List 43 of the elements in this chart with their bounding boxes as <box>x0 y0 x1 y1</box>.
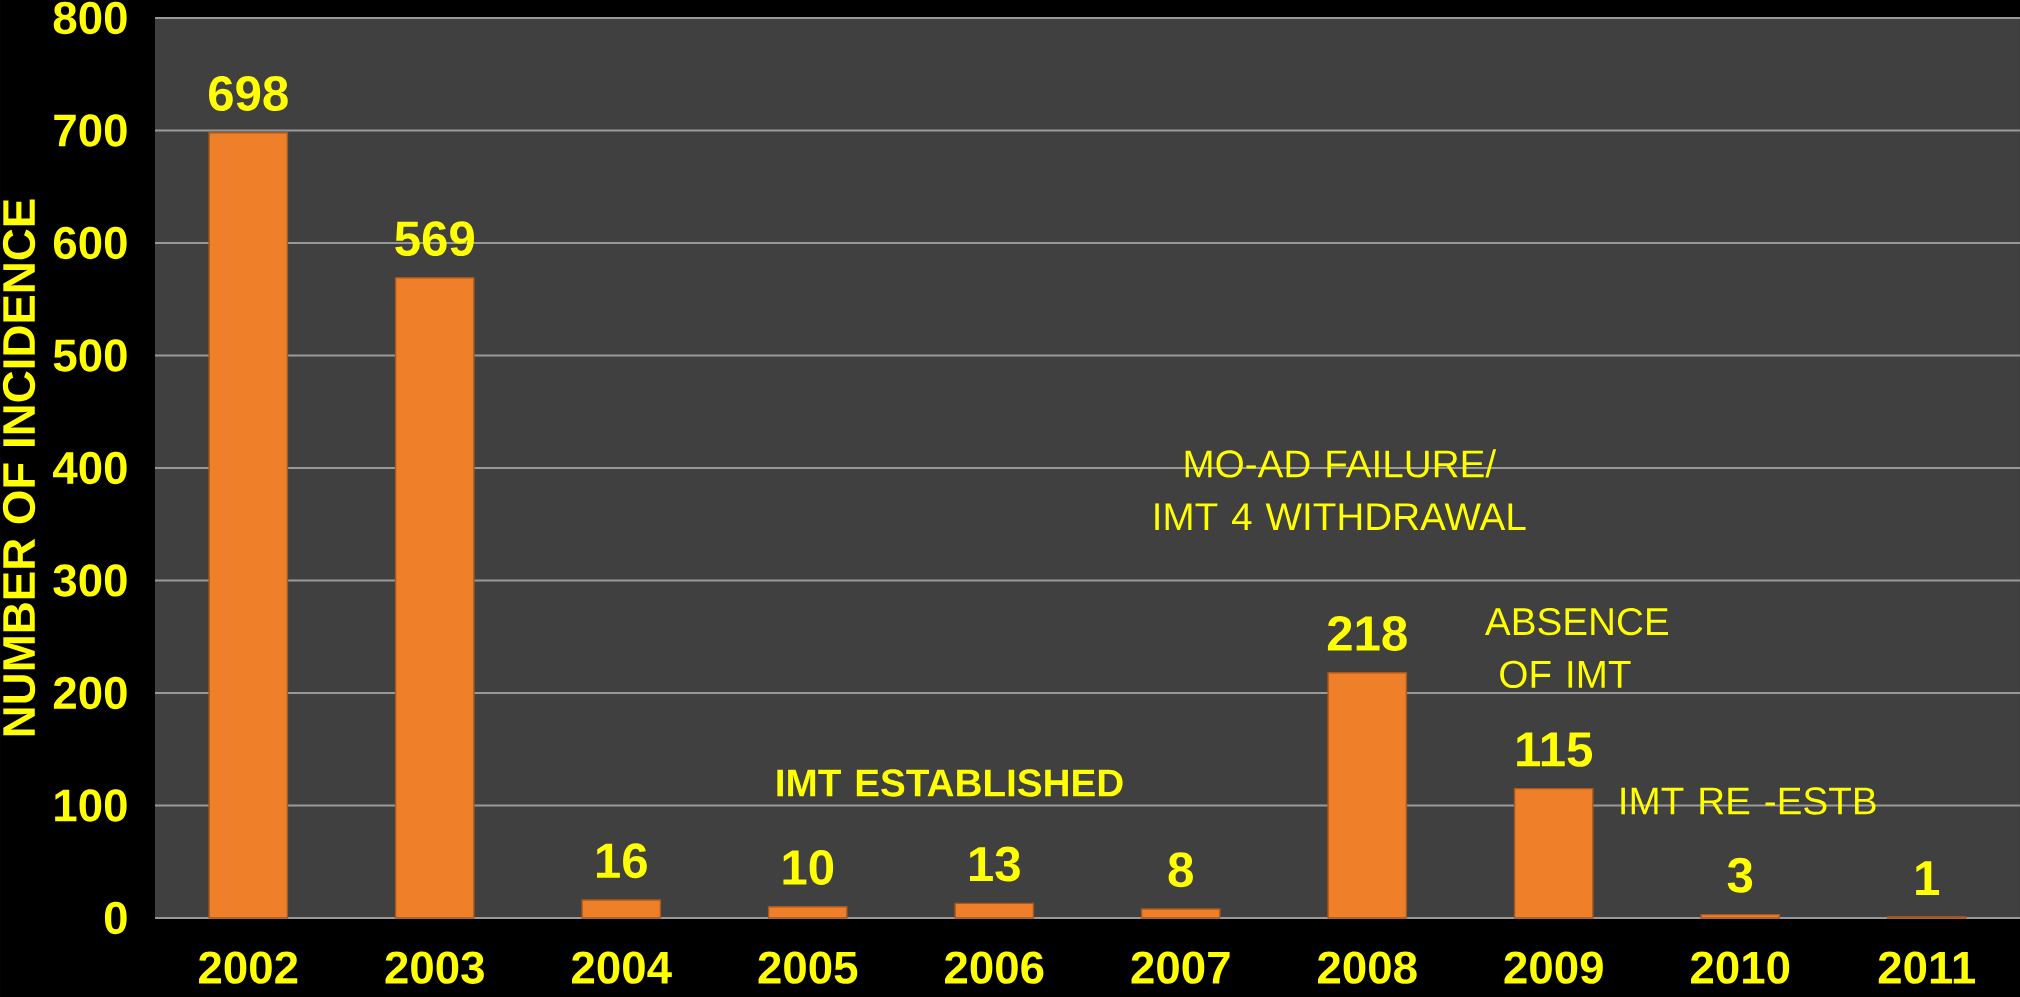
y-tick-label: 200 <box>53 676 127 710</box>
y-tick-label: 400 <box>53 451 127 485</box>
y-tick-label: 300 <box>53 564 127 597</box>
data-label: 569 <box>395 221 474 257</box>
data-label: 698 <box>209 76 288 111</box>
x-tick-label: 2008 <box>1318 951 1417 984</box>
bar <box>394 277 475 919</box>
x-tick-label: 2004 <box>572 951 672 984</box>
bar <box>1327 672 1408 919</box>
x-tick-label: 2005 <box>758 951 858 984</box>
bar <box>954 902 1035 919</box>
x-tick-label: 2002 <box>199 951 298 984</box>
y-tick-label: 500 <box>53 339 127 372</box>
y-tick-label: 0 <box>104 901 127 935</box>
y-axis-title: NUMBER OF INCIDENCE <box>2 199 36 736</box>
data-label: 13 <box>969 846 1020 882</box>
x-tick-label: 2007 <box>1131 951 1230 984</box>
x-tick-label: 2010 <box>1691 951 1790 984</box>
data-label: 3 <box>1727 857 1753 893</box>
data-label: 1 <box>1916 861 1940 896</box>
bar <box>1513 787 1594 919</box>
annotation: MO-AD FAILURE/ IMT 4 WITHDRAWAL <box>1155 449 1526 530</box>
bar <box>1700 913 1781 919</box>
x-tick-label: 2006 <box>945 951 1044 984</box>
annotation: IMT RE -ESTB <box>1621 787 1876 815</box>
y-tick-label: 600 <box>53 226 127 260</box>
data-label: 8 <box>1168 852 1193 888</box>
y-tick-label: 800 <box>53 1 127 35</box>
bar <box>1140 908 1221 919</box>
data-label: 10 <box>783 850 834 885</box>
bar <box>208 132 289 919</box>
bar <box>581 899 662 919</box>
annotation: IMT ESTABLISHED <box>777 769 1123 797</box>
y-tick-label: 100 <box>55 789 127 822</box>
data-label: 115 <box>1517 732 1593 767</box>
y-tick-label: 700 <box>54 114 127 147</box>
bar <box>767 906 848 919</box>
x-tick-label: 2011 <box>1878 951 1976 984</box>
annotation: ABSENCE OF IMT <box>1484 607 1668 689</box>
data-label: 218 <box>1327 616 1407 651</box>
x-tick-label: 2009 <box>1504 951 1603 984</box>
x-tick-label: 2003 <box>385 951 484 984</box>
data-label: 16 <box>596 843 647 879</box>
